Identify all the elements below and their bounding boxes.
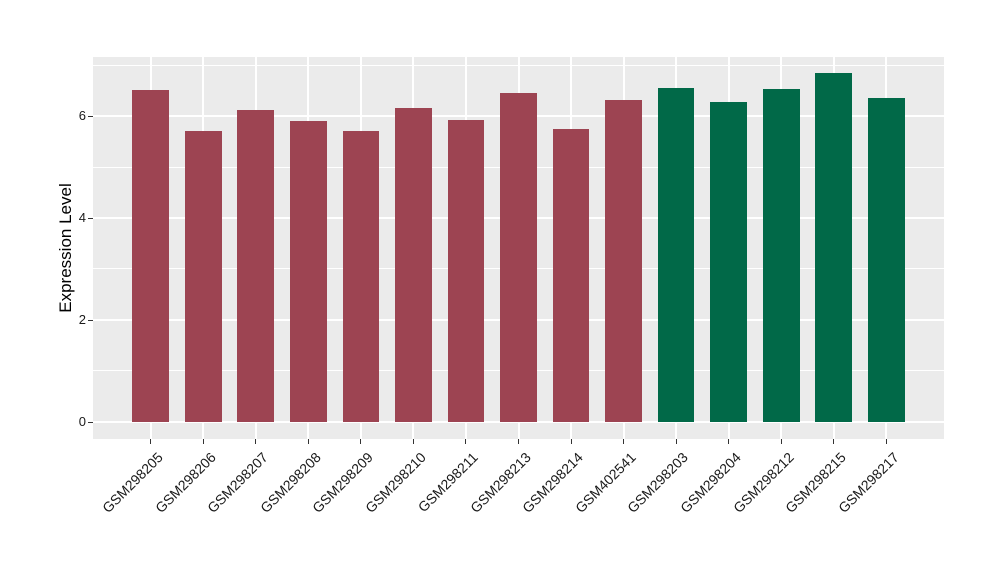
x-tick <box>570 439 572 444</box>
y-axis-title: Expression Level <box>56 183 75 313</box>
x-tick <box>885 439 887 444</box>
y-tick-label: 2 <box>78 311 86 327</box>
y-tick <box>88 319 93 321</box>
bar-GSM298213 <box>500 93 537 422</box>
bar-GSM298212 <box>762 89 800 422</box>
x-tick <box>833 439 835 444</box>
bar-GSM298203 <box>657 88 695 422</box>
x-tick <box>150 439 152 444</box>
x-tick <box>202 439 204 444</box>
bar-GSM298211 <box>447 119 485 422</box>
y-tick-label: 4 <box>78 209 86 225</box>
x-tick <box>675 439 677 444</box>
x-tick <box>780 439 782 444</box>
bar-GSM298207 <box>237 109 275 422</box>
bar-GSM298217 <box>867 98 905 422</box>
bar-GSM298210 <box>395 107 432 422</box>
y-tick <box>88 421 93 423</box>
bar-GSM298206 <box>184 130 222 422</box>
x-tick <box>255 439 257 444</box>
bar-GSM298208 <box>289 121 327 422</box>
x-tick <box>465 439 467 444</box>
x-tick <box>518 439 519 444</box>
y-tick-label: 6 <box>78 108 86 124</box>
plot-panel <box>93 57 944 439</box>
bar-GSM402541 <box>605 100 642 422</box>
bar-GSM298204 <box>710 102 747 422</box>
bar-GSM298205 <box>132 90 170 422</box>
bar-GSM298209 <box>342 130 380 422</box>
y-tick-label: 0 <box>78 413 86 429</box>
x-tick <box>307 439 309 444</box>
bar-GSM298215 <box>815 73 853 422</box>
x-tick <box>623 439 625 444</box>
y-tick <box>88 116 93 118</box>
x-tick <box>360 439 362 444</box>
x-tick <box>728 439 730 444</box>
y-tick <box>88 217 93 219</box>
bar-GSM298214 <box>552 128 590 422</box>
x-tick <box>412 439 414 444</box>
